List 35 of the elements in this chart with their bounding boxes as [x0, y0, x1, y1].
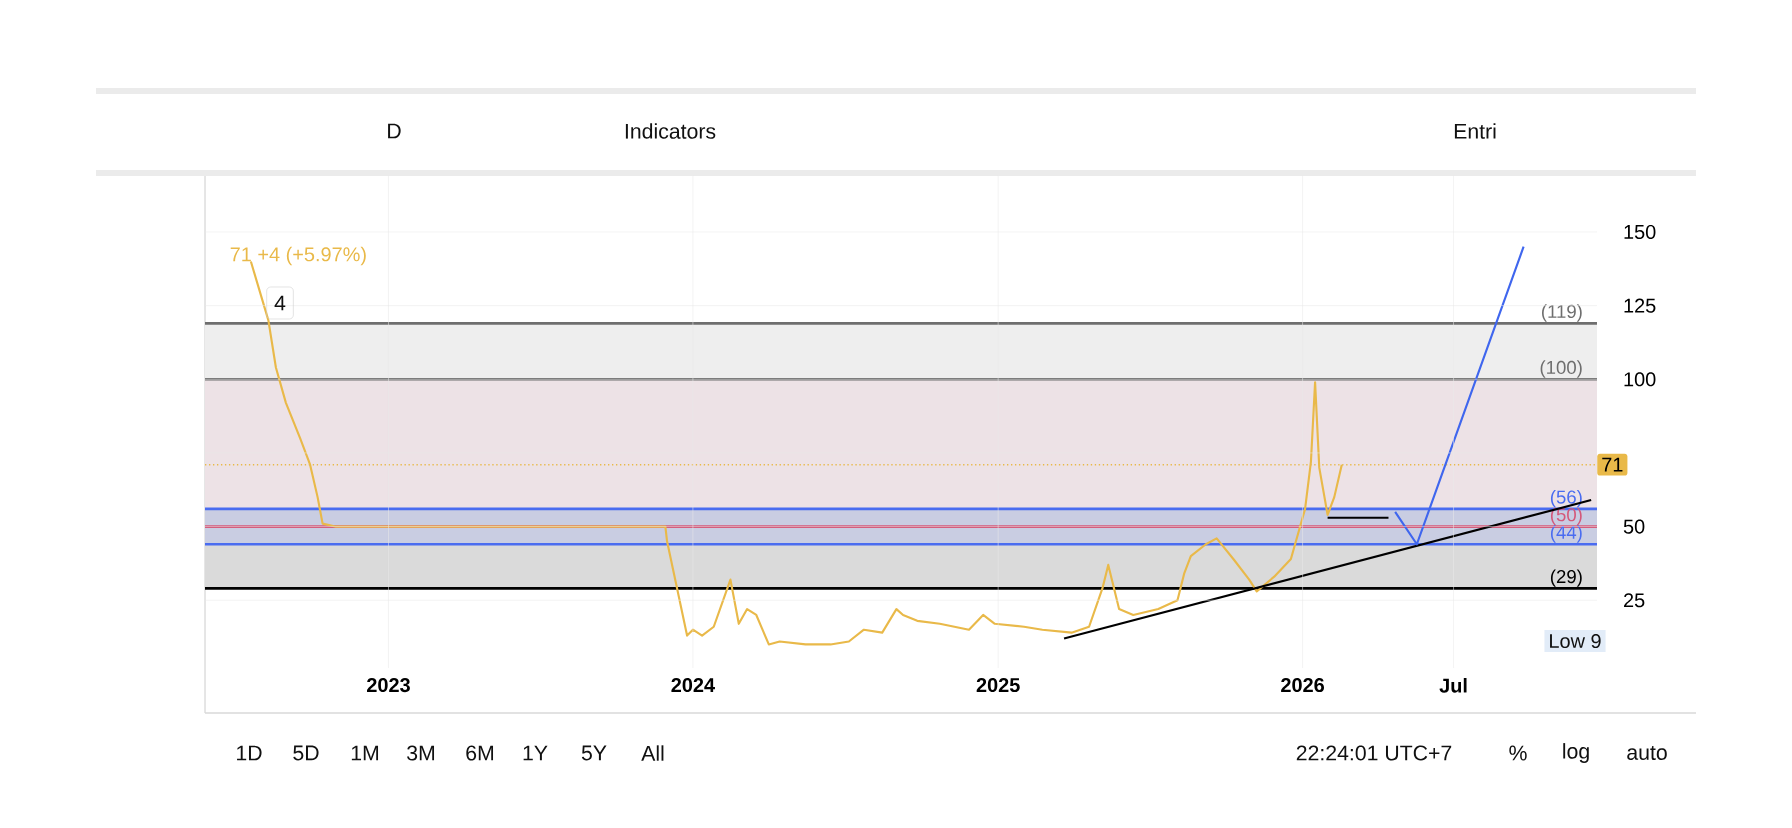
text: 22:24:01 UTC+7: [1296, 745, 1452, 761]
ref-line-label: (56): [1550, 489, 1582, 508]
text: 5D: [293, 745, 319, 761]
annotation: 4: [274, 295, 286, 311]
annotation: Low 9: [1550, 633, 1601, 649]
annotation: 71 +4 (+5.97%): [230, 246, 366, 266]
ref-line-label: (119): [1541, 304, 1582, 322]
text: log: [1563, 743, 1589, 763]
y-tick-label: 100: [1624, 372, 1656, 387]
text: Indicators: [625, 123, 716, 139]
x-tick-label: 2025: [976, 678, 1020, 693]
text: 1D: [237, 745, 262, 761]
text: auto: [1627, 746, 1667, 760]
ref-line-label: (50): [1550, 507, 1582, 525]
x-tick-label: Jul: [1439, 678, 1467, 693]
text: 3M: [407, 745, 435, 761]
y-tick-label: 150: [1624, 224, 1656, 240]
ref-line-label: (44): [1550, 525, 1582, 543]
text: %: [1509, 745, 1527, 761]
x-tick-label: 2023: [367, 678, 410, 693]
x-tick-label: 2026: [1281, 678, 1325, 693]
ref-line-label: 71: [1602, 457, 1623, 472]
ref-line-label: (100): [1540, 360, 1582, 378]
text: Entri: [1454, 123, 1496, 139]
text: 6M: [466, 745, 494, 761]
y-tick-label: 125: [1624, 298, 1656, 313]
text: 5Y: [581, 745, 607, 761]
x-tick-label: 2024: [671, 678, 715, 693]
text: D: [388, 123, 401, 139]
y-tick-label: 50: [1623, 519, 1645, 534]
text: All: [641, 745, 664, 761]
text: 1Y: [523, 745, 548, 761]
ref-line-label: (29): [1550, 569, 1582, 587]
text: 1M: [351, 745, 379, 761]
y-tick-label: 25: [1624, 593, 1645, 608]
